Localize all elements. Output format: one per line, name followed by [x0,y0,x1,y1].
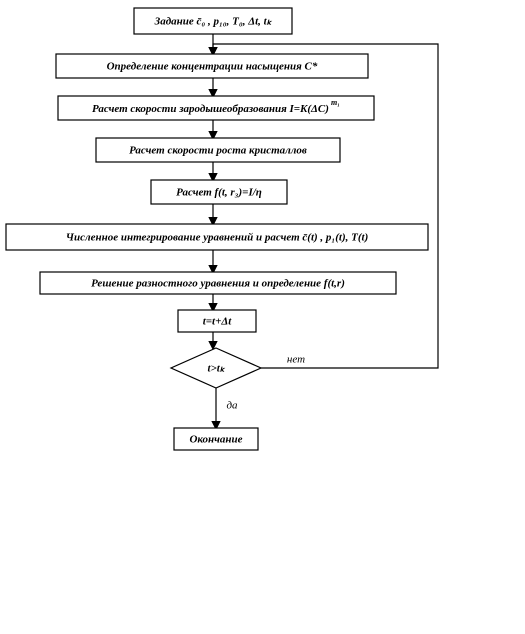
node-n3: Расчет скорости зародышеобразования I=K(… [58,96,374,120]
edge-label-n9-n2: нет [287,354,305,366]
node-label-n7: Решение разностного уравнения и определе… [91,278,345,290]
node-label-n2: Определение концентрации насыщения C* [107,61,318,73]
node-n6: Численное интегрирование уравнений и рас… [6,224,428,250]
node-label-n4: Расчет скорости роста кристаллов [129,145,307,157]
node-label-n10: Окончание [189,434,242,446]
node-label-n8: t=t+Δt [203,316,233,328]
node-label-n6: Численное интегрирование уравнений и рас… [66,232,368,244]
node-label-n5: Расчет f(t, r₃)=I/η [176,187,262,199]
node-label-n9: t>tₖ [207,363,225,375]
node-n4: Расчет скорости роста кристаллов [96,138,340,162]
node-n1: Задание c̄₀ , p₁₀, T₀, Δt, tₖ [134,8,292,34]
node-n5: Расчет f(t, r₃)=I/η [151,180,287,204]
flowchart-canvas: да нет Задание c̄₀ , p₁₀, T₀, Δt, tₖ Опреде… [0,0,525,634]
node-n2: Определение концентрации насыщения C* [56,54,368,78]
node-n9: t>tₖ [171,348,261,388]
edge-label-n9-n10: да [226,400,238,412]
node-n7: Решение разностного уравнения и определе… [40,272,396,294]
node-label-n1: Задание c̄₀ , p₁₀, T₀, Δt, tₖ [154,16,273,28]
node-n10: Окончание [174,428,258,450]
node-n8: t=t+Δt [178,310,256,332]
